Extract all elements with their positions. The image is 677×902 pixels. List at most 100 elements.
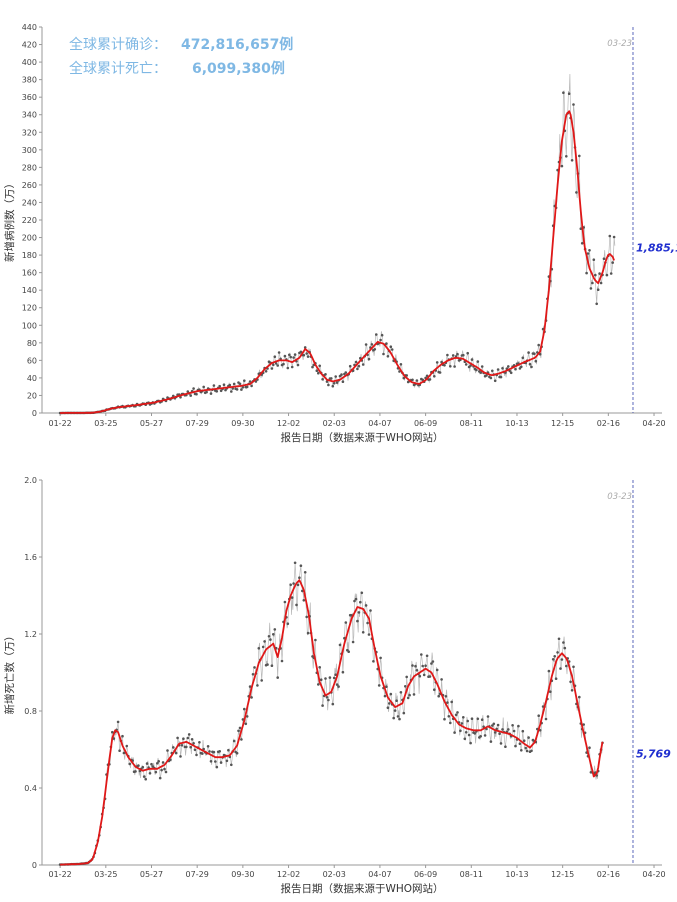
daily-point xyxy=(567,92,571,95)
daily-point xyxy=(518,742,522,745)
daily-point xyxy=(421,378,425,382)
daily-point xyxy=(428,378,432,381)
daily-point xyxy=(383,694,387,698)
daily-point xyxy=(398,717,401,721)
daily-point xyxy=(514,744,517,748)
y-tick-label: 320 xyxy=(22,128,37,137)
daily-point xyxy=(292,582,295,585)
daily-point xyxy=(480,718,484,721)
daily-point xyxy=(270,664,274,667)
daily-point xyxy=(612,235,616,239)
daily-point xyxy=(354,597,358,601)
daily-point xyxy=(219,389,223,393)
daily-point xyxy=(228,383,232,387)
daily-point xyxy=(185,745,188,749)
daily-point xyxy=(241,386,245,389)
x-tick-label: 04-07 xyxy=(368,870,391,879)
daily-point xyxy=(238,726,242,730)
daily-point xyxy=(556,651,559,654)
daily-point xyxy=(454,713,458,717)
daily-point xyxy=(361,631,365,634)
daily-point xyxy=(303,346,307,349)
daily-point xyxy=(435,668,439,672)
daily-point xyxy=(379,338,382,342)
daily-point xyxy=(286,622,290,625)
daily-point xyxy=(463,737,467,741)
daily-point xyxy=(428,675,432,678)
daily-point xyxy=(209,760,213,763)
daily-point xyxy=(507,728,510,731)
daily-point xyxy=(405,675,409,679)
x-tick-label: 05-27 xyxy=(140,419,163,428)
daily-point xyxy=(491,724,494,727)
daily-point xyxy=(235,388,239,391)
daily-point xyxy=(594,273,597,277)
daily-point xyxy=(305,352,309,355)
daily-point xyxy=(340,373,343,376)
daily-point xyxy=(411,664,414,667)
daily-point xyxy=(592,258,596,262)
daily-point xyxy=(421,664,425,668)
daily-point xyxy=(180,744,184,747)
y-tick-label: 80 xyxy=(27,339,37,348)
daily-point xyxy=(377,684,381,687)
daily-point xyxy=(144,777,147,781)
daily-point xyxy=(128,762,131,766)
daily-point xyxy=(150,762,153,766)
daily-point xyxy=(158,776,162,780)
daily-point xyxy=(372,660,375,663)
daily-point xyxy=(415,379,419,382)
daily-point xyxy=(507,365,510,368)
x-tick-label: 12-15 xyxy=(551,419,574,428)
daily-point xyxy=(491,369,494,373)
daily-point xyxy=(192,742,195,745)
daily-point xyxy=(317,371,320,375)
y-tick-label: 20 xyxy=(27,391,37,400)
daily-point xyxy=(359,600,362,604)
daily-point xyxy=(469,741,472,745)
daily-point xyxy=(198,741,201,744)
daily-point xyxy=(466,351,470,355)
daily-point xyxy=(596,288,600,292)
daily-point xyxy=(298,576,301,579)
daily-point xyxy=(212,750,216,754)
y-tick-label: 2.0 xyxy=(24,476,37,485)
daily-point xyxy=(537,714,540,717)
daily-point xyxy=(425,374,429,378)
daily-point xyxy=(405,374,409,377)
daily-point xyxy=(299,564,303,567)
daily-point xyxy=(263,640,266,643)
daily-point xyxy=(589,287,593,290)
daily-point xyxy=(273,628,277,631)
daily-point xyxy=(218,384,221,388)
daily-point xyxy=(433,375,436,378)
daily-point xyxy=(274,362,278,365)
daily-point xyxy=(489,740,493,743)
daily-point xyxy=(317,683,320,686)
x-axis-title: 报告日期（数据来源于WHO网站） xyxy=(280,882,443,895)
daily-point xyxy=(489,376,493,380)
daily-point xyxy=(195,753,198,757)
daily-point xyxy=(408,693,411,697)
daily-point xyxy=(598,272,601,275)
daily-point xyxy=(356,619,359,623)
x-tick-label: 04-20 xyxy=(642,419,665,428)
daily-point xyxy=(344,621,348,624)
daily-point xyxy=(431,660,435,663)
daily-point xyxy=(479,735,483,738)
daily-point xyxy=(435,361,439,364)
daily-point xyxy=(357,364,361,368)
daily-point xyxy=(575,191,578,194)
daily-point xyxy=(243,379,246,383)
daily-point xyxy=(289,583,293,587)
daily-point xyxy=(230,763,233,767)
daily-point xyxy=(225,759,229,763)
daily-point xyxy=(475,368,478,372)
x-tick-label: 10-13 xyxy=(505,419,528,428)
x-axis-title: 报告日期（数据来源于WHO网站） xyxy=(280,431,443,444)
daily-point xyxy=(560,164,564,168)
daily-point xyxy=(270,367,274,370)
daily-point xyxy=(595,302,598,306)
date-marker-label: 03-23 xyxy=(607,39,632,49)
x-tick-label: 06-09 xyxy=(414,870,437,879)
